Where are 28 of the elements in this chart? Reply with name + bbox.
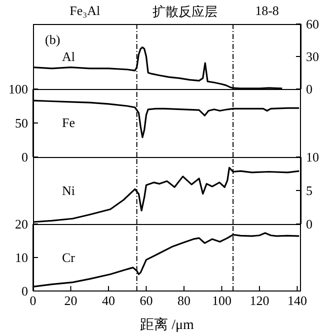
series-label: Al: [62, 48, 75, 64]
y-tick-label: 20: [15, 216, 28, 232]
x-tick-label: 40: [102, 293, 115, 308]
y-tick-label: 0: [22, 284, 28, 299]
x-tick-label: 100: [212, 293, 232, 308]
annotation: (b): [45, 32, 60, 48]
y-tick-label: 30: [306, 49, 319, 64]
text: 扩散反应层: [152, 3, 218, 21]
y-tick-label: 50: [15, 116, 28, 131]
y-tick-label: 60: [306, 16, 319, 32]
y-tick-label: 10: [15, 250, 28, 266]
series-label: Cr: [62, 250, 75, 266]
y-tick-label: 10: [306, 150, 319, 165]
x-tick-label: 80: [177, 293, 190, 308]
y-tick-label: 0: [306, 216, 312, 232]
x-tick-label: 120: [250, 293, 270, 308]
x-tick-label: 140: [287, 293, 307, 308]
y-tick-label: 0: [306, 82, 312, 97]
y-tick-label: 5: [306, 183, 312, 198]
series-label: Ni: [62, 182, 75, 198]
y-tick-label: 100: [8, 82, 28, 97]
x-axis-title: 距离 /μm: [140, 317, 194, 333]
x-tick-label: 60: [140, 293, 153, 308]
x-tick-label: 20: [64, 293, 78, 308]
y-tick-label: 0: [22, 150, 28, 165]
series-label: Fe: [62, 115, 75, 131]
text: Fe₃Al: [70, 3, 100, 19]
text: 18-8: [255, 3, 279, 19]
